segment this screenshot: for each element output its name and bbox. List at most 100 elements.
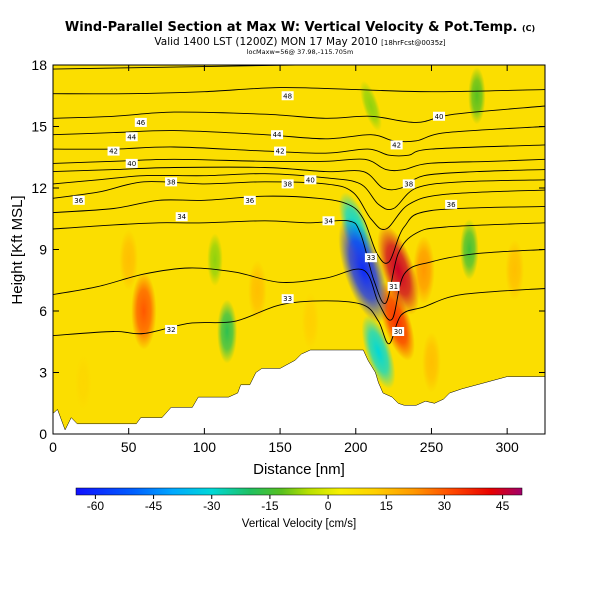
isentrope-line <box>53 144 545 157</box>
contour-label: 38 <box>283 180 292 188</box>
velocity-feature <box>301 292 319 350</box>
contour-label: 36 <box>245 197 254 205</box>
title-text: Wind-Parallel Section at Max W: Vertical… <box>64 20 518 35</box>
contour-label-bg <box>243 195 256 205</box>
contour-label: 42 <box>276 148 285 156</box>
velocity-feature <box>75 355 92 411</box>
x-tick-label: 200 <box>344 439 368 455</box>
isentrope-line <box>53 166 545 191</box>
velocity-feature <box>413 235 435 305</box>
y-tick-label: 6 <box>39 303 47 319</box>
contour-label: 33 <box>366 254 375 262</box>
contour-label: 31 <box>389 283 398 291</box>
velocity-feature <box>217 299 238 364</box>
contour-label: 33 <box>283 295 292 303</box>
contour-label-bg <box>364 253 377 263</box>
contour-label-bg <box>72 195 85 205</box>
contour-label-bg <box>271 130 284 140</box>
velocity-feature <box>468 67 486 125</box>
velocity-feature <box>460 219 479 280</box>
contour-label-bg <box>281 179 294 189</box>
colorbar: -60 -45 -30 -15 0 15 30 45 <box>75 487 523 513</box>
chart-title: Wind-Parallel Section at Max W: Vertical… <box>0 20 600 35</box>
colorbar-tick-label: 0 <box>325 499 332 513</box>
y-tick-label: 9 <box>39 242 47 258</box>
contour-label-bg <box>165 177 178 187</box>
contour-label-bg <box>392 327 405 336</box>
contour-label: 44 <box>273 131 282 139</box>
contour-label-bg <box>165 324 178 334</box>
colorbar-tick-label: -45 <box>145 499 163 513</box>
contour-label-bg <box>402 179 415 189</box>
velocity-feature <box>361 315 396 389</box>
velocity-feature <box>422 332 441 393</box>
x-tick-label: 0 <box>49 439 57 455</box>
velocity-feature <box>359 80 382 132</box>
colorbar-gradient <box>75 487 523 496</box>
contour-label: 30 <box>394 328 403 336</box>
x-tick-label: 300 <box>495 439 519 455</box>
colorbar-tick-label: -30 <box>203 499 221 513</box>
y-tick-label: 15 <box>31 119 47 135</box>
contour-label: 36 <box>447 201 456 209</box>
contour-label: 46 <box>136 119 145 127</box>
isentrope-line <box>53 173 545 211</box>
copyright-mark: (C) <box>521 24 536 33</box>
colorbar-tick-label: 30 <box>438 499 452 513</box>
x-tick-label: 250 <box>420 439 444 455</box>
isentrope-contours <box>53 65 545 345</box>
contour-label: 32 <box>167 326 176 334</box>
contour-label-bg <box>107 146 120 156</box>
contour-label-bg <box>125 158 138 168</box>
contour-label-bg <box>175 212 188 222</box>
contour-label-bg <box>281 91 294 101</box>
contour-label: 38 <box>404 180 413 188</box>
colorbar-tick-label: 45 <box>496 499 510 513</box>
x-axis-label: Distance [nm] <box>253 461 345 478</box>
contour-label-bg <box>304 175 317 185</box>
forecast-tag: [18hrFcst@0035z] <box>381 39 446 47</box>
velocity-feature <box>119 229 138 290</box>
contour-label: 40 <box>306 176 315 184</box>
contour-label: 34 <box>177 213 186 221</box>
isentrope-line <box>53 249 545 321</box>
colorbar-tick-label: -15 <box>261 499 279 513</box>
colorbar-label: Vertical Velocity [cm/s] <box>242 518 356 530</box>
velocity-feature <box>207 233 223 287</box>
isentrope-line <box>53 87 545 95</box>
x-tick-label: 100 <box>193 439 217 455</box>
velocity-feature <box>131 272 157 350</box>
contour-label-bg <box>387 281 400 291</box>
location-line: locMaxw=56@ 37.98,-115.705m <box>246 48 354 56</box>
contour-label-bg <box>445 199 458 209</box>
contour-label: 42 <box>392 141 401 149</box>
isentrope-line <box>53 158 545 172</box>
contour-label-bg <box>433 111 446 121</box>
contour-label: 42 <box>109 148 118 156</box>
y-tick-label: 3 <box>39 365 47 381</box>
isentrope-line <box>53 219 545 305</box>
velocity-feature <box>248 260 267 321</box>
contour-label: 38 <box>167 178 176 186</box>
velocity-feature <box>505 239 525 301</box>
contour-label-bg <box>274 146 287 156</box>
isentrope-line <box>53 105 545 123</box>
colorbar-tick-label: -60 <box>87 499 105 513</box>
y-tick-label: 0 <box>39 426 47 442</box>
isentrope-line <box>53 181 545 230</box>
contour-label: 48 <box>283 92 292 100</box>
y-tick-label: 12 <box>31 180 47 196</box>
isentrope-line <box>53 195 545 264</box>
contour-label-bg <box>390 140 403 150</box>
isentrope-line <box>53 288 545 345</box>
x-tick-label: 150 <box>268 439 292 455</box>
contour-label: 34 <box>324 217 333 225</box>
velocity-feature <box>377 225 420 315</box>
terrain-surface <box>53 349 545 434</box>
y-tick-label: 18 <box>31 57 47 73</box>
contour-label: 40 <box>435 113 444 121</box>
contour-label: 36 <box>74 197 83 205</box>
